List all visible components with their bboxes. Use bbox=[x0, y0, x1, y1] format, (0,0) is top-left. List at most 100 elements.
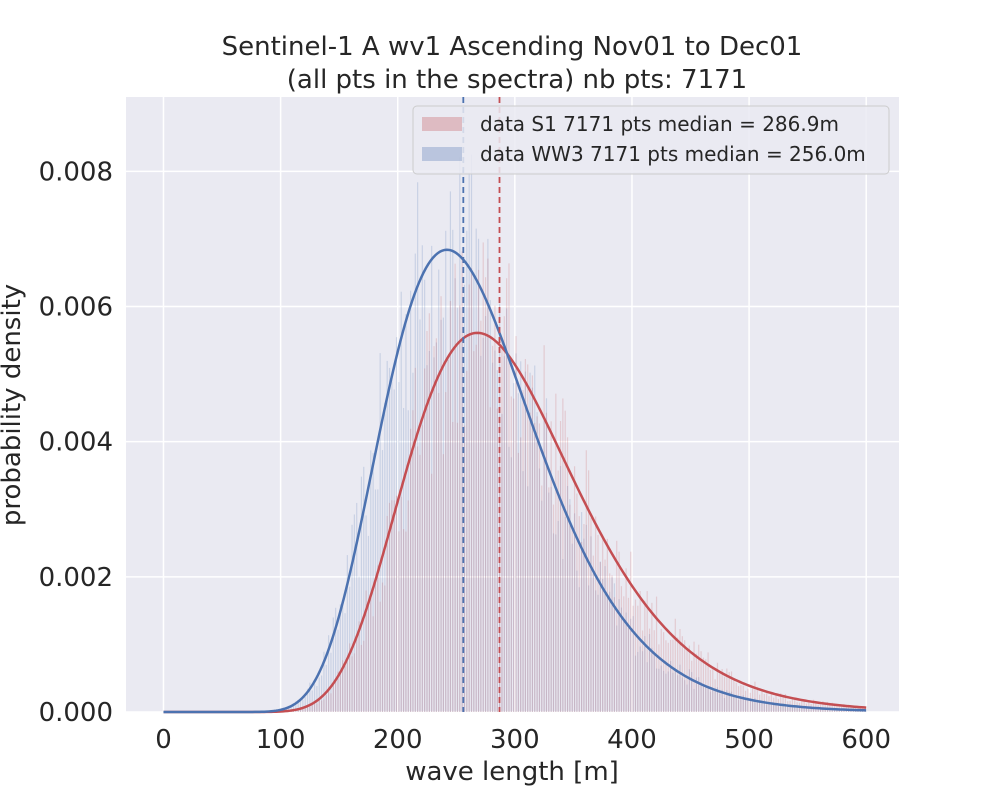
histogram-bar bbox=[330, 652, 332, 712]
histogram-bar bbox=[843, 704, 845, 712]
histogram-bar bbox=[449, 300, 452, 712]
histogram-bar bbox=[700, 681, 702, 712]
histogram-bar bbox=[400, 496, 402, 712]
histogram-bar bbox=[815, 708, 817, 712]
histogram-bar bbox=[538, 423, 541, 712]
grid bbox=[126, 97, 899, 713]
histogram-bar bbox=[667, 671, 669, 712]
histogram-bar bbox=[716, 687, 719, 712]
histogram-bar bbox=[330, 693, 332, 712]
histogram-bar bbox=[360, 644, 363, 712]
histogram-bar bbox=[808, 706, 810, 712]
histogram-bar bbox=[578, 516, 580, 712]
histogram-bar bbox=[320, 675, 323, 712]
histogram-bar bbox=[702, 686, 705, 712]
histogram-bar bbox=[726, 668, 728, 712]
histogram-bar bbox=[698, 677, 700, 712]
histogram-bar bbox=[304, 697, 306, 712]
histogram-bar bbox=[714, 688, 716, 712]
histogram-bar bbox=[377, 565, 379, 712]
histogram-bars bbox=[276, 154, 866, 713]
histogram-bar bbox=[538, 468, 541, 712]
histogram-bar bbox=[407, 410, 409, 712]
histogram-bar bbox=[524, 371, 526, 712]
histogram-bar bbox=[620, 586, 623, 712]
histogram-bar bbox=[419, 454, 421, 712]
histogram-bar bbox=[831, 702, 833, 712]
histogram-bar bbox=[794, 697, 796, 712]
histogram-bar bbox=[445, 230, 447, 712]
y-tick-labels: 0.000 0.002 0.004 0.006 0.008 bbox=[39, 157, 113, 728]
histogram-bar bbox=[332, 617, 334, 712]
histogram-bar bbox=[381, 450, 384, 712]
histogram-bar bbox=[402, 407, 405, 712]
histogram-bar bbox=[412, 410, 414, 712]
histogram-bar bbox=[550, 421, 552, 712]
histogram-bar bbox=[487, 238, 489, 712]
histogram-bar bbox=[707, 686, 709, 712]
histogram-bar bbox=[749, 692, 751, 712]
histogram-bar bbox=[520, 361, 522, 712]
histogram-bar bbox=[311, 690, 313, 712]
histogram-bar bbox=[473, 272, 475, 712]
histogram-bar bbox=[780, 693, 782, 712]
legend-swatch-s1 bbox=[422, 117, 462, 131]
histogram-bar bbox=[470, 154, 473, 713]
histogram-bar bbox=[529, 372, 531, 712]
histogram-bar bbox=[501, 338, 503, 712]
histogram-bar bbox=[491, 345, 494, 712]
histogram-bar bbox=[707, 652, 709, 712]
histogram-bar bbox=[342, 660, 344, 712]
histogram-bar bbox=[506, 278, 508, 712]
histogram-bar bbox=[346, 661, 348, 712]
histogram-bar bbox=[639, 590, 641, 712]
histogram-bar bbox=[484, 277, 487, 712]
histogram-bar bbox=[496, 408, 498, 712]
histogram-bar bbox=[463, 425, 466, 712]
histogram-bar bbox=[342, 601, 344, 712]
histogram-bar bbox=[747, 697, 749, 712]
histogram-bar bbox=[379, 353, 381, 712]
histogram-bar bbox=[459, 305, 461, 712]
histogram-bar bbox=[653, 651, 655, 712]
histogram-bar bbox=[513, 383, 515, 712]
histogram-bar bbox=[475, 344, 477, 712]
histogram-bar bbox=[677, 637, 679, 712]
histogram-bar bbox=[393, 389, 395, 712]
histogram-bar bbox=[320, 700, 323, 712]
histogram-bar bbox=[499, 416, 501, 712]
legend-swatch-ww3 bbox=[422, 147, 462, 161]
histogram-bar bbox=[513, 398, 515, 712]
histogram-bar bbox=[845, 710, 847, 712]
histogram-bar bbox=[522, 471, 524, 712]
histogram-bar bbox=[803, 708, 805, 712]
histogram-bar bbox=[384, 585, 386, 712]
histogram-bar bbox=[344, 665, 346, 712]
histogram-bar bbox=[351, 656, 353, 712]
histogram-bar bbox=[784, 693, 786, 712]
histogram-bar bbox=[801, 707, 803, 712]
histogram-bar bbox=[700, 651, 702, 712]
histogram-bar bbox=[501, 413, 503, 712]
histogram-bar bbox=[395, 337, 398, 712]
histogram-bar bbox=[297, 700, 299, 712]
histogram-bar bbox=[588, 585, 590, 712]
histogram-bar bbox=[337, 629, 339, 712]
histogram-bar bbox=[353, 653, 355, 712]
histogram-bar bbox=[402, 529, 405, 712]
histogram-bar bbox=[590, 517, 592, 712]
histogram-bar bbox=[477, 269, 480, 712]
histogram-bar bbox=[742, 695, 744, 712]
histogram-bar bbox=[630, 618, 632, 712]
histogram-bar bbox=[358, 621, 360, 712]
histogram-bar bbox=[527, 364, 529, 712]
histogram-bar bbox=[623, 596, 625, 712]
histogram-bar bbox=[452, 229, 454, 712]
histogram-bar bbox=[302, 707, 304, 712]
histogram-bar bbox=[780, 704, 782, 712]
histogram-bar bbox=[489, 300, 491, 712]
histogram-bar bbox=[662, 670, 665, 712]
histogram-bar bbox=[520, 437, 522, 712]
histogram-bar bbox=[721, 689, 723, 712]
